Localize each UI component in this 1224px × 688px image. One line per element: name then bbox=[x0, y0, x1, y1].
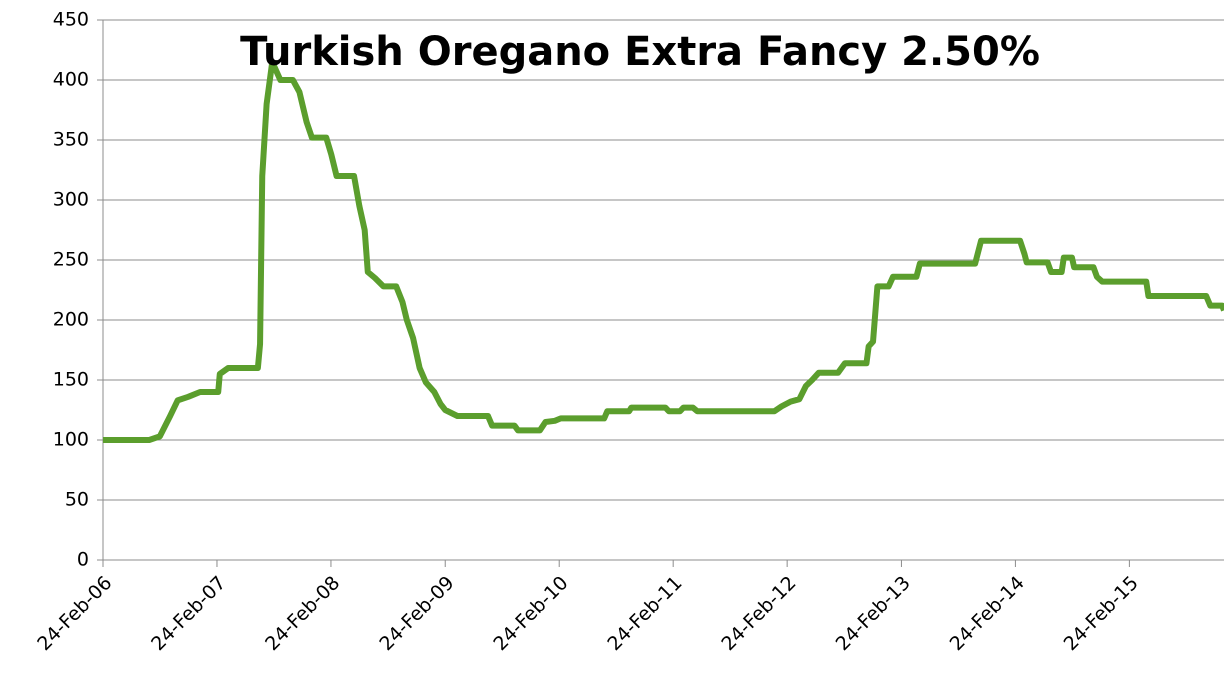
y-tick-label: 350 bbox=[53, 129, 89, 151]
x-tick-label: 24-Feb-12 bbox=[717, 572, 800, 655]
y-tick-label: 400 bbox=[53, 69, 89, 91]
y-tick-label: 250 bbox=[53, 249, 89, 271]
y-tick-label: 150 bbox=[53, 369, 89, 391]
line bbox=[103, 59, 1224, 443]
x-tick-label: 24-Feb-11 bbox=[603, 572, 686, 655]
y-tick-label: 450 bbox=[53, 9, 89, 31]
y-tick-label: 300 bbox=[53, 189, 89, 211]
x-tick-label: 24-Feb-07 bbox=[147, 572, 230, 655]
y-tick-label: 50 bbox=[65, 489, 89, 511]
x-tick-label: 24-Feb-15 bbox=[1060, 572, 1143, 655]
chart-title: Turkish Oregano Extra Fancy 2.50% bbox=[240, 29, 1040, 75]
x-tick-label: 24-Feb-09 bbox=[375, 572, 458, 655]
x-tick-label: 24-Feb-06 bbox=[33, 572, 116, 655]
x-tick-label: 24-Feb-14 bbox=[946, 572, 1029, 655]
y-tick-label: 100 bbox=[53, 429, 89, 451]
x-tick-label: 24-Feb-08 bbox=[261, 572, 344, 655]
x-tick-label: 24-Feb-10 bbox=[489, 572, 572, 655]
x-tick-label: 24-Feb-13 bbox=[832, 572, 915, 655]
y-tick-label: 0 bbox=[77, 549, 89, 571]
y-tick-label: 200 bbox=[53, 309, 89, 331]
